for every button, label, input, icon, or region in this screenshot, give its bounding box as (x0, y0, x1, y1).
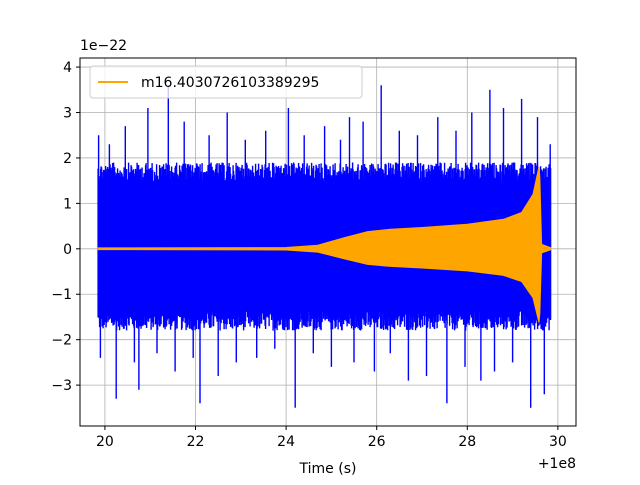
plot-series (97, 85, 552, 408)
x-tick-label: 28 (458, 434, 476, 450)
x-offset-label: +1e8 (538, 456, 576, 472)
y-tick-label: −3 (51, 378, 72, 394)
x-axis-label: Time (s) (299, 461, 357, 477)
x-tick-label: 24 (277, 434, 295, 450)
y-tick-label: 1 (63, 196, 72, 212)
plot-frame (79, 57, 577, 427)
chirp-envelope (97, 166, 552, 323)
y-tick-label: 3 (63, 106, 72, 122)
legend-label-chirp: m16.4030726103389295 (141, 75, 319, 91)
x-tick-label: 30 (549, 434, 567, 450)
y-scale-label: 1e−22 (80, 38, 127, 54)
legend: m16.4030726103389295 (89, 65, 363, 99)
y-tick-label: 2 (63, 151, 72, 167)
y-tick-label: −2 (51, 333, 72, 349)
y-tick-label: −1 (51, 287, 72, 303)
noise-series (97, 85, 552, 408)
x-tick-label: 26 (368, 434, 386, 450)
y-tick-label: 0 (63, 242, 72, 258)
x-tick-label: 20 (96, 434, 114, 450)
axis-ticks: 20 22 24 26 28 30 −3 −2 −1 0 1 2 3 4 (51, 60, 566, 450)
legend-box (89, 65, 363, 99)
y-tick-label: 4 (63, 60, 72, 76)
x-tick-label: 22 (187, 434, 205, 450)
